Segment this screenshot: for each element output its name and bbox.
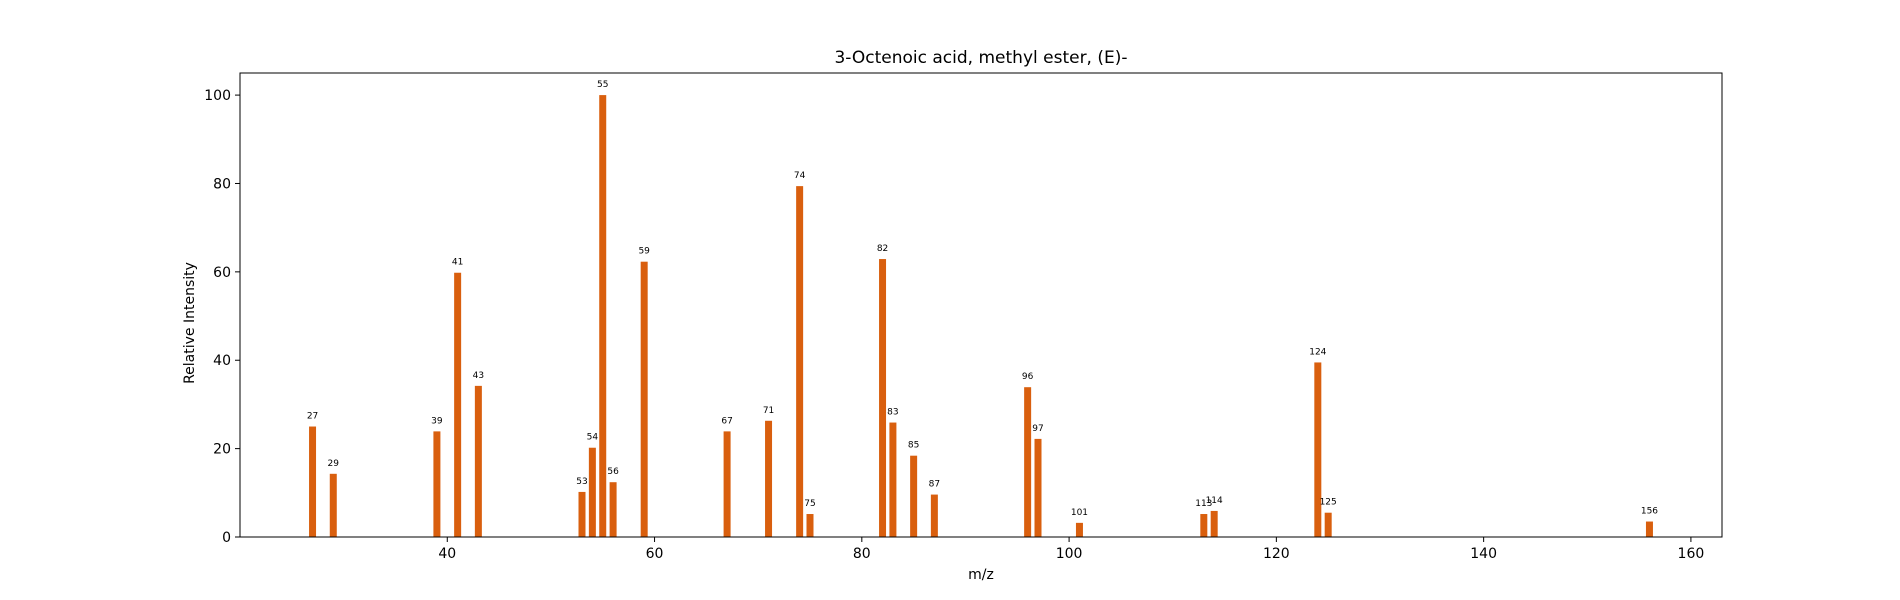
- y-tick-label: 20: [213, 442, 231, 458]
- bar-label-mz-82: 82: [877, 244, 888, 254]
- bar-mz-43: [474, 385, 482, 537]
- bar-mz-101: [1075, 522, 1083, 537]
- bar-mz-85: [910, 455, 918, 537]
- bar-label-mz-114: 114: [1206, 496, 1223, 506]
- plot-frame: [239, 72, 1723, 538]
- bar-label-mz-85: 85: [908, 441, 919, 451]
- x-tick-label: 60: [646, 546, 664, 562]
- bar-label-mz-39: 39: [431, 416, 443, 426]
- bar-label-mz-54: 54: [587, 433, 599, 443]
- y-tick-label: 100: [204, 88, 231, 104]
- bar-mz-125: [1324, 512, 1332, 537]
- bar-label-mz-75: 75: [804, 499, 815, 509]
- y-tick-label: 60: [213, 265, 231, 281]
- bar-mz-74: [796, 186, 804, 537]
- bar-label-mz-87: 87: [929, 480, 940, 490]
- bar-mz-82: [879, 259, 887, 537]
- y-axis-label: Relative Intensity: [182, 262, 198, 384]
- bars-group: [309, 95, 1653, 537]
- bar-mz-39: [433, 431, 441, 537]
- bar-mz-27: [309, 426, 317, 537]
- bar-label-mz-55: 55: [597, 80, 608, 90]
- bar-mz-41: [454, 272, 462, 537]
- x-tick-label: 100: [1056, 546, 1083, 562]
- bar-mz-59: [640, 261, 648, 537]
- bar-label-mz-59: 59: [638, 247, 650, 257]
- x-tick-label: 160: [1678, 546, 1705, 562]
- bar-mz-75: [806, 514, 814, 537]
- bar-label-mz-43: 43: [473, 371, 484, 381]
- bar-label-mz-113: 113: [1195, 499, 1212, 509]
- bar-labels-group: 27 29 39 41 43 53 54 55 56 59 67 71 74 75 82 83 85 87 96 97…: [307, 80, 1658, 518]
- bar-mz-87: [930, 494, 938, 537]
- bar-label-mz-124: 124: [1309, 347, 1326, 357]
- bar-mz-124: [1314, 362, 1322, 537]
- bar-label-mz-71: 71: [763, 406, 774, 416]
- bar-mz-156: [1645, 521, 1653, 537]
- y-axis-ticks: 0 20 40 60 80 100: [204, 88, 240, 546]
- bar-mz-114: [1210, 510, 1218, 537]
- bar-label-mz-125: 125: [1320, 498, 1337, 508]
- bar-mz-54: [588, 447, 596, 537]
- x-tick-label: 120: [1263, 546, 1290, 562]
- bar-label-mz-27: 27: [307, 412, 318, 422]
- bar-label-mz-29: 29: [328, 459, 340, 469]
- bar-label-mz-41: 41: [452, 258, 463, 268]
- bar-label-mz-67: 67: [721, 416, 732, 426]
- chart-title: 3-Octenoic acid, methyl ester, (E)-: [834, 48, 1127, 68]
- y-tick-label: 0: [222, 530, 231, 546]
- bar-mz-83: [889, 422, 897, 537]
- bar-label-mz-53: 53: [576, 477, 587, 487]
- bar-label-mz-101: 101: [1071, 508, 1088, 518]
- y-tick-label: 40: [213, 353, 231, 369]
- bar-mz-113: [1200, 514, 1208, 537]
- x-axis-ticks: 40 60 80 100 120 140 160: [438, 537, 1704, 562]
- bar-label-mz-56: 56: [607, 467, 619, 477]
- bar-mz-55: [599, 95, 607, 537]
- bar-mz-71: [765, 420, 773, 537]
- bar-mz-53: [578, 491, 586, 537]
- bar-label-mz-96: 96: [1022, 372, 1034, 382]
- y-tick-label: 80: [213, 176, 231, 192]
- x-axis-label: m/z: [968, 567, 994, 583]
- bar-label-mz-83: 83: [887, 408, 898, 418]
- x-tick-label: 80: [853, 546, 871, 562]
- bar-mz-29: [329, 473, 337, 537]
- bar-label-mz-156: 156: [1641, 507, 1658, 517]
- bar-mz-67: [723, 431, 731, 537]
- bar-label-mz-97: 97: [1032, 424, 1043, 434]
- x-tick-label: 140: [1470, 546, 1497, 562]
- bar-mz-97: [1034, 438, 1042, 537]
- bar-label-mz-74: 74: [794, 171, 806, 181]
- x-tick-label: 40: [438, 546, 456, 562]
- bar-mz-56: [609, 482, 617, 537]
- bar-mz-96: [1024, 387, 1032, 537]
